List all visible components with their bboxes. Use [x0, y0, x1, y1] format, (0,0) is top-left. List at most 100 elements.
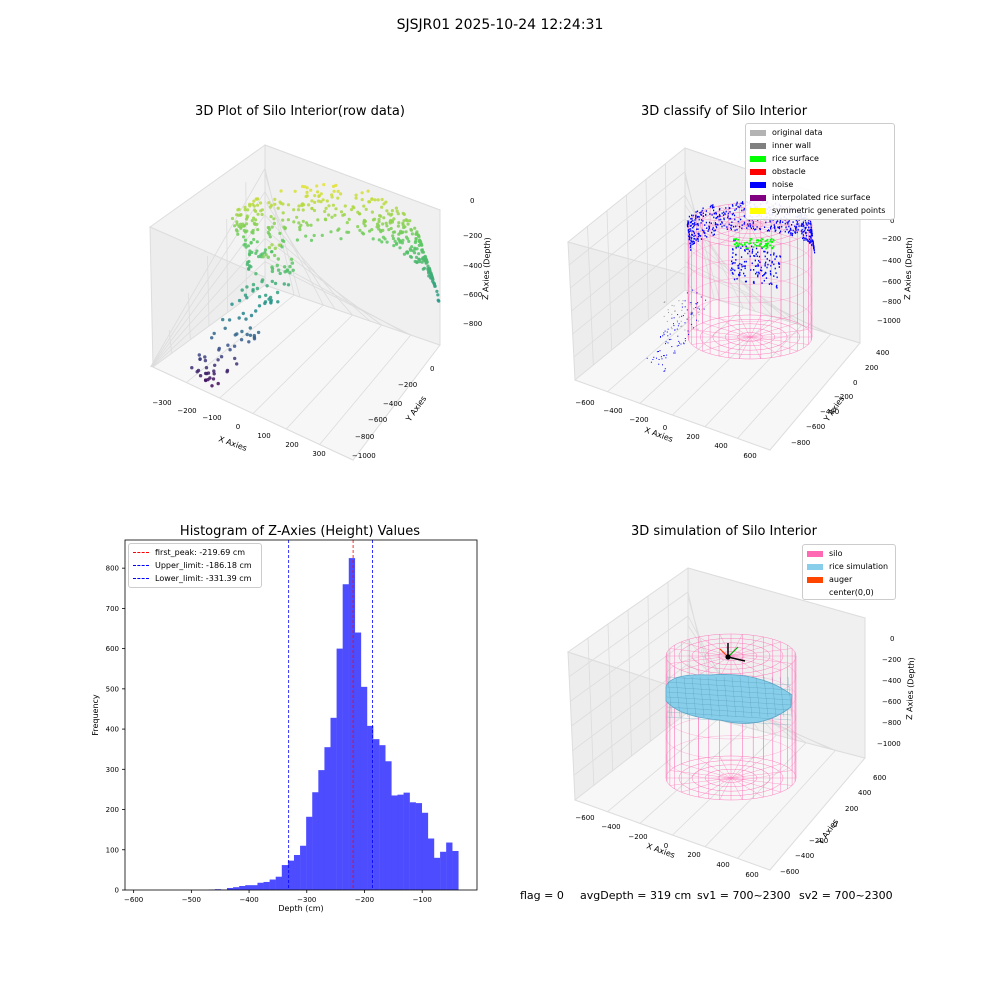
noise-point [796, 231, 798, 234]
noise-point [732, 248, 734, 251]
noise-point [745, 260, 747, 263]
noise-point [809, 220, 811, 223]
noise-point [664, 368, 666, 370]
z-tick-label: −200 [463, 232, 482, 240]
noise-point [663, 332, 665, 334]
noise-point [690, 239, 692, 241]
x-tick-label: −200 [177, 407, 196, 415]
noise-point [711, 205, 713, 207]
data-point [377, 220, 381, 224]
histogram-bar [287, 860, 295, 890]
data-point [316, 190, 320, 194]
x-tick-label: 300 [312, 450, 325, 458]
data-point [272, 217, 276, 221]
noise-point [775, 286, 778, 288]
noise-point [705, 221, 707, 224]
noise-point [742, 201, 744, 203]
noise-point [662, 335, 664, 337]
legend-swatch [807, 563, 823, 570]
noise-point [812, 241, 814, 243]
noise-point [773, 263, 775, 266]
y-tick-label: −800 [791, 439, 810, 447]
histogram-bar [336, 648, 343, 890]
noise-point [733, 239, 735, 242]
noise-point [749, 223, 751, 225]
noise-point [688, 230, 690, 233]
data-point [336, 228, 340, 232]
surface-mesh-line [666, 701, 792, 711]
data-point [413, 226, 417, 230]
noise-point [677, 335, 679, 337]
noise-point [692, 226, 694, 229]
noise-point [750, 269, 752, 271]
silo-spoke [698, 636, 732, 657]
data-point [370, 197, 374, 201]
noise-point [709, 213, 711, 215]
noise-point [763, 279, 765, 282]
data-point [249, 265, 253, 269]
original-data-point [668, 312, 669, 313]
data-point [283, 265, 287, 269]
data-point [408, 219, 412, 223]
data-point [333, 213, 337, 217]
original-data-point [667, 309, 669, 311]
legend-label: rice simulation [829, 562, 889, 571]
silo-hoop [687, 221, 813, 266]
rice-surface-point [764, 245, 766, 247]
silo-spoke [749, 336, 798, 352]
data-point [377, 238, 381, 242]
data-point [216, 381, 220, 386]
noise-point [691, 233, 693, 236]
data-point [242, 243, 246, 247]
noise-point [779, 256, 782, 258]
original-data-point [676, 320, 678, 322]
silo-spoke [691, 217, 751, 226]
noise-point [747, 248, 749, 251]
noise-point [684, 300, 686, 302]
data-point [339, 210, 344, 214]
data-point [420, 257, 425, 261]
noise-point [666, 354, 668, 356]
data-point [245, 229, 249, 233]
noise-point [765, 277, 768, 279]
noise-point [711, 214, 713, 216]
rice-surface-point [765, 244, 767, 247]
surface-mesh-line [699, 676, 705, 718]
noise-point [756, 255, 758, 257]
data-point [226, 343, 230, 347]
noise-point [701, 229, 704, 231]
data-point [304, 194, 308, 199]
data-point [239, 213, 243, 217]
noise-point [744, 280, 747, 283]
noise-point [650, 361, 652, 363]
data-point [319, 200, 323, 204]
noise-point [779, 226, 781, 228]
noise-point [710, 222, 712, 225]
data-point [370, 210, 374, 214]
noise-point [661, 358, 663, 360]
surface-mesh-line [666, 676, 792, 686]
data-point [250, 219, 254, 223]
noise-point [730, 227, 732, 229]
noise-point [811, 240, 813, 243]
noise-point [791, 232, 794, 235]
legend-entry: auger [807, 573, 891, 586]
silo-spoke [730, 655, 743, 678]
noise-point [805, 232, 807, 234]
data-point [206, 371, 211, 375]
data-point [259, 209, 263, 213]
legend-label: center(0,0) [829, 588, 874, 597]
x-tick-label: −600 [575, 814, 594, 822]
original-data-point [690, 303, 692, 305]
noise-point [667, 342, 669, 344]
noise-point [688, 233, 690, 235]
silo-spoke [749, 317, 782, 338]
data-point [393, 239, 397, 243]
data-point [325, 199, 329, 203]
silo-spoke [749, 224, 798, 240]
noise-point [658, 363, 660, 365]
noise-point [739, 263, 741, 265]
histogram-bar [214, 889, 222, 890]
noise-point [791, 224, 793, 226]
histogram-bar [269, 879, 276, 890]
